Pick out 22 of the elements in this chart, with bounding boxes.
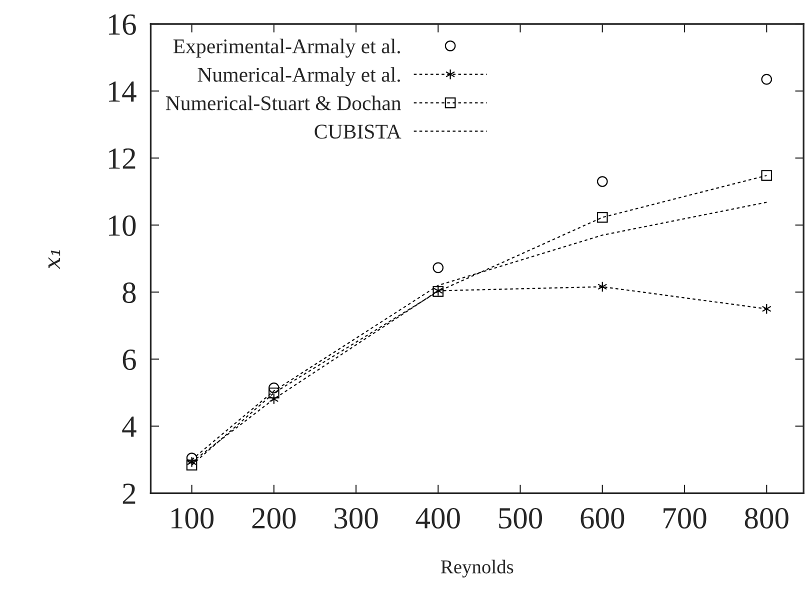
x-tick-label: 500 xyxy=(499,508,542,529)
y-tick-label: 10 xyxy=(108,215,136,236)
y-tick-label: 8 xyxy=(122,282,136,304)
x-tick-label: 200 xyxy=(252,508,296,529)
x-axis-title: Reynolds xyxy=(440,560,514,578)
x-tick-label: 800 xyxy=(744,508,788,529)
y-tick-label: 2 xyxy=(122,484,136,504)
x-tick-label: 700 xyxy=(664,508,706,529)
x-tick-label: 300 xyxy=(334,508,378,529)
y-tick-label: 16 xyxy=(108,14,136,35)
y-axis-title: x₁ xyxy=(48,250,60,270)
legend-label: Numerical-Stuart & Dochan xyxy=(166,96,402,110)
legend-label: Numerical-Armaly et al. xyxy=(198,67,400,86)
x-tick-label: 400 xyxy=(416,508,460,529)
legend-label: CUBISTA xyxy=(314,124,402,139)
y-tick-label: 6 xyxy=(122,350,136,370)
y-tick-label: 4 xyxy=(122,416,136,437)
y-tick-label: 14 xyxy=(108,81,136,102)
x-tick-label: 600 xyxy=(580,508,624,529)
x-tick-label: 100 xyxy=(172,508,214,529)
legend-label: Experimental-Armaly et al. xyxy=(173,38,400,58)
y-tick-label: 12 xyxy=(108,148,136,169)
